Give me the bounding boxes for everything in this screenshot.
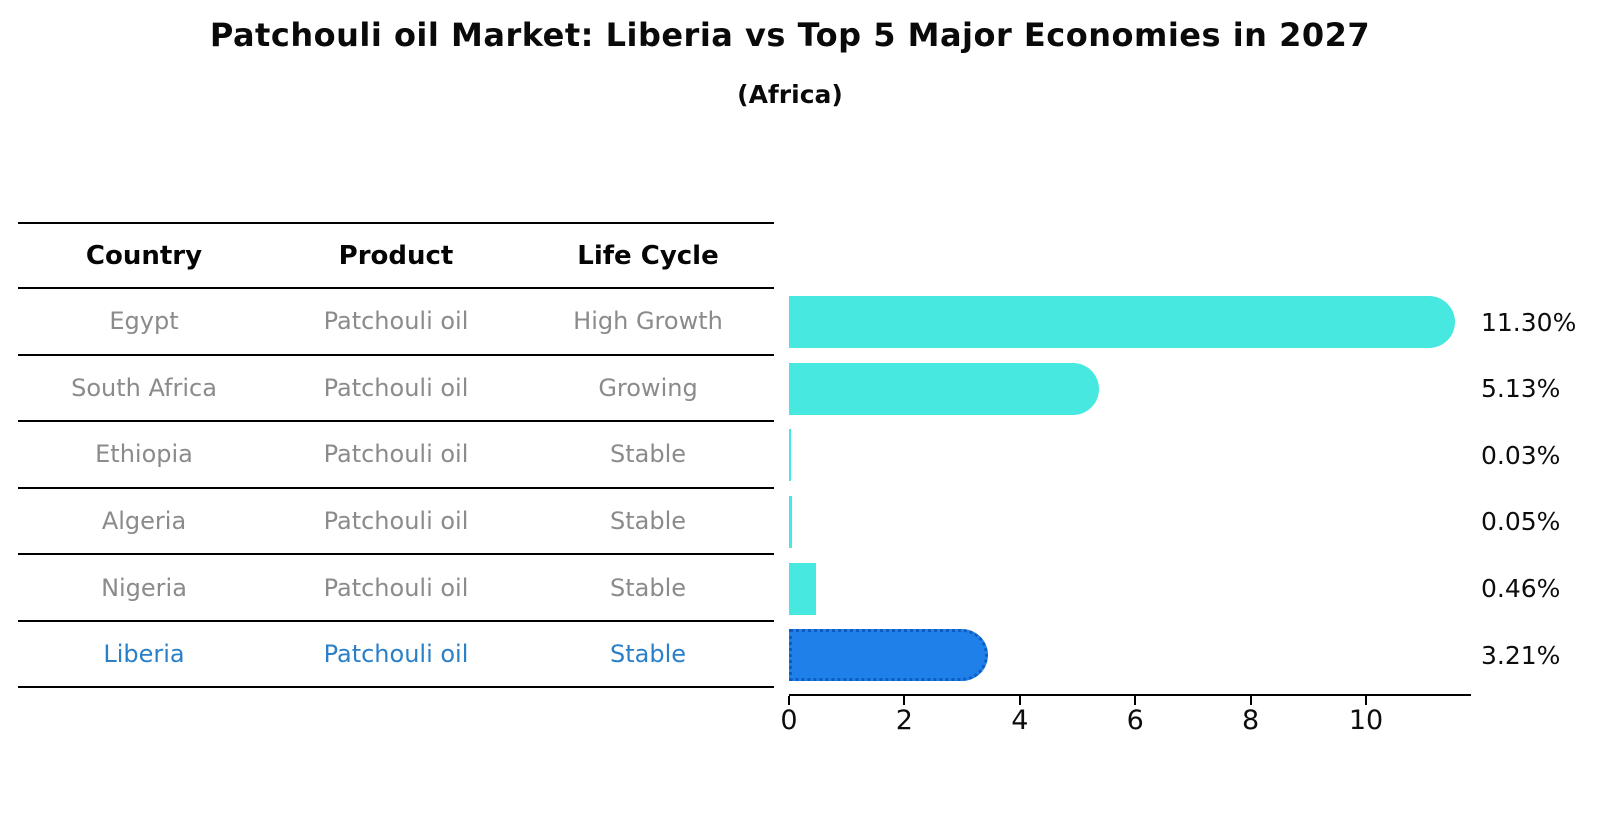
x-axis-tick-label: 6 xyxy=(1126,705,1144,736)
bar-egypt xyxy=(789,296,1455,349)
product-cell: Patchouli oil xyxy=(323,506,469,535)
x-axis-tick-label: 2 xyxy=(895,705,913,736)
table-header-row: Country Product Life Cycle xyxy=(18,222,774,289)
column-header-lifecycle: Life Cycle xyxy=(577,240,719,271)
table-row-ethiopia: Ethiopia Patchouli oil Stable xyxy=(18,422,774,489)
value-label-algeria: 0.05% xyxy=(1481,507,1561,537)
chart-subtitle: (Africa) xyxy=(737,80,843,109)
product-cell: Patchouli oil xyxy=(323,573,469,602)
bar-south-africa xyxy=(789,362,1099,415)
value-label-south-africa: 5.13% xyxy=(1481,374,1561,404)
lifecycle-cell: Stable xyxy=(609,573,687,602)
x-axis-line xyxy=(789,694,1471,696)
table-row-egypt: Egypt Patchouli oil High Growth xyxy=(18,289,774,356)
country-cell: South Africa xyxy=(71,373,217,402)
lifecycle-cell: Stable xyxy=(609,506,687,535)
x-axis-tick xyxy=(903,696,906,705)
country-cell: Liberia xyxy=(103,640,185,669)
value-label-ethiopia: 0.03% xyxy=(1481,440,1561,470)
lifecycle-cell: Growing xyxy=(598,373,698,402)
x-axis-tick xyxy=(1365,696,1367,705)
product-cell: Patchouli oil xyxy=(323,640,469,669)
country-cell: Algeria xyxy=(101,506,187,535)
x-axis-tick xyxy=(788,696,790,705)
x-axis-tick-label: 10 xyxy=(1348,705,1384,736)
lifecycle-cell: High Growth xyxy=(573,307,723,336)
product-cell: Patchouli oil xyxy=(323,373,469,402)
value-label-nigeria: 0.46% xyxy=(1481,574,1561,604)
column-header-product: Product xyxy=(338,240,454,271)
table-row-nigeria: Nigeria Patchouli oil Stable xyxy=(18,555,774,622)
lifecycle-cell: Stable xyxy=(609,640,687,669)
country-cell: Egypt xyxy=(109,307,179,336)
lifecycle-cell: Stable xyxy=(609,440,687,469)
table-row-liberia: Liberia Patchouli oil Stable xyxy=(18,622,774,689)
x-axis-tick-label: 4 xyxy=(1011,705,1029,736)
product-cell: Patchouli oil xyxy=(323,307,469,336)
bar-algeria xyxy=(789,495,792,548)
value-label-liberia: 3.21% xyxy=(1481,640,1561,670)
x-axis-tick xyxy=(1018,696,1021,705)
country-cell: Nigeria xyxy=(101,573,187,602)
bar-ethiopia xyxy=(789,429,791,482)
chart-title: Patchouli oil Market: Liberia vs Top 5 M… xyxy=(209,16,1371,54)
table-row-south-africa: South Africa Patchouli oil Growing xyxy=(18,356,774,423)
x-axis-tick xyxy=(1249,696,1252,705)
bar-liberia xyxy=(789,629,989,682)
x-axis-tick-label: 0 xyxy=(780,705,798,736)
value-label-egypt: 11.30% xyxy=(1481,307,1577,337)
country-cell: Ethiopia xyxy=(95,440,193,469)
table-row-algeria: Algeria Patchouli oil Stable xyxy=(18,489,774,556)
country-table: Country Product Life Cycle Egypt Patchou… xyxy=(18,222,774,689)
column-header-country: Country xyxy=(85,240,203,271)
bar-nigeria xyxy=(789,562,816,615)
x-axis-tick xyxy=(1134,696,1137,705)
table-body: Egypt Patchouli oil High Growth South Af… xyxy=(18,289,774,689)
x-axis-tick-label: 8 xyxy=(1242,705,1260,736)
product-cell: Patchouli oil xyxy=(323,440,469,469)
